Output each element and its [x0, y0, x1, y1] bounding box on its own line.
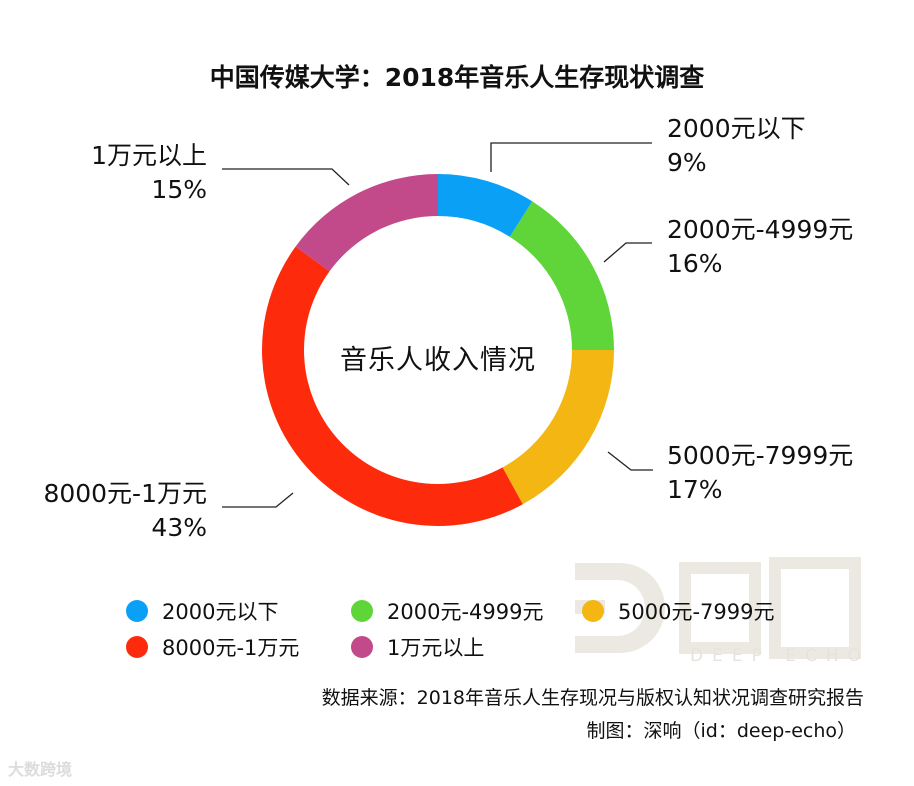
legend-item-8000-10000: 8000元-1万元 — [126, 632, 299, 662]
legend-label: 8000元-1万元 — [162, 636, 300, 660]
chart-credit: 制图：深响（id：deep-echo） — [586, 720, 857, 742]
callout-label: 8000元-1万元 — [43, 479, 207, 508]
watermark-text: DEEP ECHO — [690, 646, 871, 666]
donut-segment — [502, 350, 614, 505]
callout-pct: 9% — [667, 148, 707, 177]
callout-pct: 43% — [151, 513, 207, 542]
legend-dot-icon — [351, 636, 373, 658]
leader-line-2000-4999 — [603, 242, 652, 263]
donut-segment — [509, 201, 614, 350]
legend-item-under-2000: 2000元以下 — [126, 596, 278, 626]
legend-item-over-10000: 1万元以上 — [351, 632, 484, 662]
leader-line-8000-10000 — [222, 492, 294, 508]
legend-label: 1万元以上 — [387, 636, 485, 660]
chart-title: 中国传媒大学：2018年音乐人生存现状调查 — [209, 63, 705, 92]
callout-label: 2000元-4999元 — [667, 215, 854, 244]
callout-2000-4999: 2000元-4999元 16% — [667, 213, 853, 281]
callout-5000-7999: 5000元-7999元 17% — [667, 439, 853, 507]
legend-label: 2000元以下 — [162, 600, 279, 624]
legend-label: 5000元-7999元 — [618, 600, 775, 624]
legend-dot-icon — [351, 600, 373, 622]
leader-line-5000-7999 — [607, 451, 653, 471]
callout-pct: 17% — [667, 475, 723, 504]
data-source-note: 数据来源：2018年音乐人生存现况与版权认知状况调查研究报告 — [321, 687, 864, 709]
donut-center-label: 音乐人收入情况 — [340, 345, 536, 376]
callout-under-2000: 2000元以下 9% — [667, 112, 806, 180]
corner-watermark: 大数跨境 — [8, 760, 73, 779]
callout-8000-10000: 8000元-1万元 43% — [43, 477, 207, 545]
legend-dot-icon — [126, 600, 148, 622]
legend-label: 2000元-4999元 — [387, 600, 544, 624]
legend-dot-icon — [582, 600, 604, 622]
callout-label: 2000元以下 — [667, 114, 806, 143]
callout-pct: 15% — [151, 175, 207, 204]
callout-pct: 16% — [667, 249, 723, 278]
leader-lines — [222, 142, 653, 508]
donut-segment — [295, 174, 438, 272]
legend-item-5000-7999: 5000元-7999元 — [582, 596, 774, 626]
callout-label: 5000元-7999元 — [667, 441, 854, 470]
donut-segment — [438, 174, 533, 237]
callout-label: 1万元以上 — [91, 141, 207, 170]
legend-item-2000-4999: 2000元-4999元 — [351, 596, 543, 626]
donut-segments — [261, 174, 614, 527]
donut-segment — [261, 246, 523, 527]
legend-dot-icon — [126, 636, 148, 658]
leader-line-over-10000 — [222, 168, 350, 186]
leader-line-under-2000 — [490, 142, 652, 172]
callout-over-10000: 1万元以上 15% — [91, 139, 207, 207]
